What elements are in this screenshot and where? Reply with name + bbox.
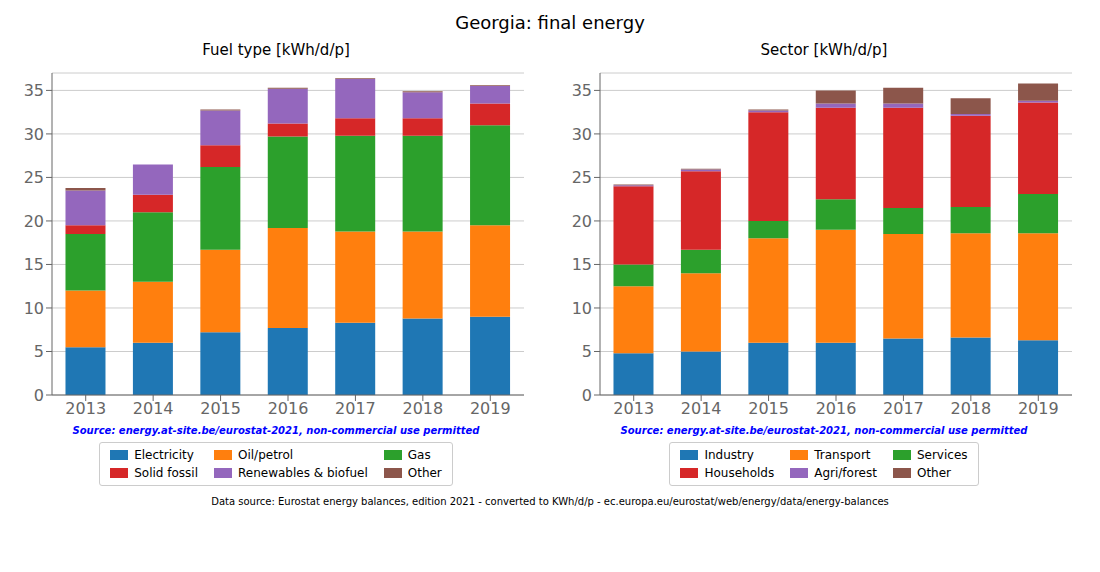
html-text:Source: energy.at-site.be/euro: Source: energy.at-site.be/eurostat-2021,… xyxy=(620,425,1028,436)
html-text:Industry: Industry xyxy=(704,448,754,462)
svg-text:25: 25 xyxy=(24,168,44,187)
svg-text:2017: 2017 xyxy=(335,399,376,418)
svg-text:10: 10 xyxy=(24,299,44,318)
svg-text:2018: 2018 xyxy=(950,399,991,418)
svg-text:2013: 2013 xyxy=(65,399,106,418)
html-text:Gas: Gas xyxy=(407,448,431,462)
html-text:Sector [kWh/d/p]: Sector [kWh/d/p] xyxy=(760,41,888,59)
html-text:Households: Households xyxy=(704,466,775,480)
html-text:Solid fossil: Solid fossil xyxy=(134,466,198,480)
html-text:Other: Other xyxy=(916,466,951,480)
html-text:Data source: Eurostat energy b: Data source: Eurostat energy balances, e… xyxy=(211,496,889,507)
svg-text:15: 15 xyxy=(572,255,592,274)
html-text:Services: Services xyxy=(916,448,968,462)
svg-text:5: 5 xyxy=(582,342,592,361)
html-text:Georgia: final energy: Georgia: final energy xyxy=(455,12,645,33)
svg-text:20: 20 xyxy=(24,212,44,231)
svg-text:2016: 2016 xyxy=(268,399,309,418)
html-text:Renewables & biofuel: Renewables & biofuel xyxy=(238,466,368,480)
html-text:Transport: Transport xyxy=(814,448,871,462)
svg-text:35: 35 xyxy=(572,81,592,100)
svg-text:2013: 2013 xyxy=(613,399,654,418)
svg-text:25: 25 xyxy=(572,168,592,187)
svg-text:20: 20 xyxy=(572,212,592,231)
html-text:Other: Other xyxy=(407,466,442,480)
html-text:Fuel type [kWh/d/p]: Fuel type [kWh/d/p] xyxy=(202,41,350,59)
svg-text:30: 30 xyxy=(24,125,44,144)
svg-text:0: 0 xyxy=(582,386,592,405)
svg-text:2018: 2018 xyxy=(402,399,443,418)
svg-text:2015: 2015 xyxy=(748,399,789,418)
svg-text:2017: 2017 xyxy=(883,399,924,418)
svg-text:2015: 2015 xyxy=(200,399,241,418)
svg-text:2016: 2016 xyxy=(816,399,857,418)
svg-text:2014: 2014 xyxy=(681,399,722,418)
html-text:Source: energy.at-site.be/euro: Source: energy.at-site.be/eurostat-2021,… xyxy=(72,425,480,436)
svg-text:15: 15 xyxy=(24,255,44,274)
svg-text:2019: 2019 xyxy=(470,399,511,418)
svg-text:10: 10 xyxy=(572,299,592,318)
svg-text:5: 5 xyxy=(34,342,44,361)
svg-text:2014: 2014 xyxy=(133,399,174,418)
html-text:Electricity: Electricity xyxy=(134,448,194,462)
svg-text:2019: 2019 xyxy=(1018,399,1059,418)
html-text:Oil/petrol: Oil/petrol xyxy=(238,448,294,462)
svg-text:35: 35 xyxy=(24,81,44,100)
svg-text:0: 0 xyxy=(34,386,44,405)
html-text:Agri/forest: Agri/forest xyxy=(814,466,877,480)
svg-text:30: 30 xyxy=(572,125,592,144)
